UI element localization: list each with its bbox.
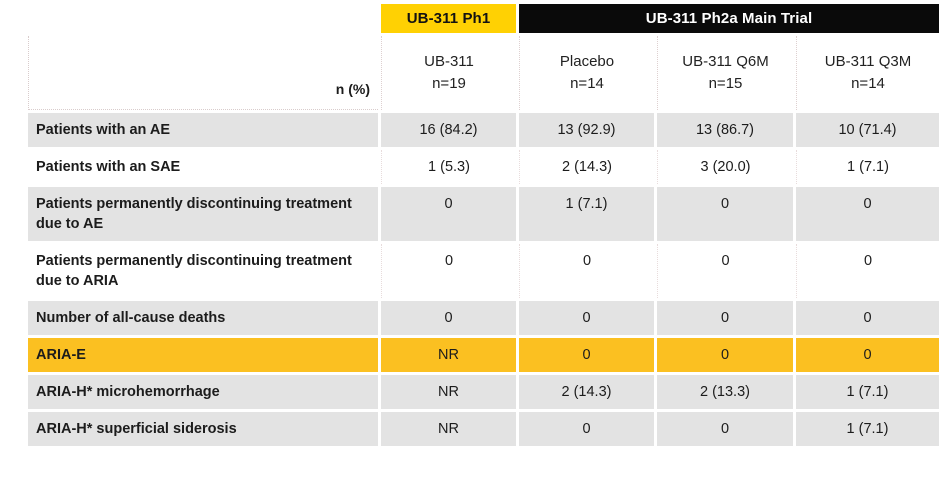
- column-header-name: UB-311 Q6M: [682, 53, 769, 70]
- value-cell: 0: [519, 338, 654, 372]
- group-header-row: UB-311 Ph1 UB-311 Ph2a Main Trial: [28, 4, 940, 33]
- value-cell: 0: [381, 187, 516, 241]
- value-cell: 1 (7.1): [796, 150, 939, 184]
- value-cell: 0: [657, 301, 793, 335]
- safety-summary-table: UB-311 Ph1 UB-311 Ph2a Main Trial n (%) …: [28, 4, 940, 449]
- value-cell: 0: [657, 338, 793, 372]
- value-cell: 2 (13.3): [657, 375, 793, 409]
- value-cell: 1 (7.1): [519, 187, 654, 241]
- corner-label-n-percent: n (%): [28, 36, 378, 110]
- value-cell: 3 (20.0): [657, 150, 793, 184]
- group-header-ub311-ph2a-main-trial: UB-311 Ph2a Main Trial: [519, 4, 939, 33]
- column-header-row: n (%) UB-311 n=19 Placebo n=14 UB-311 Q6M n=1…: [28, 36, 940, 110]
- value-cell: 1 (5.3): [381, 150, 516, 184]
- column-header-name: UB-311 Q3M: [824, 53, 912, 70]
- value-cell: 0: [657, 244, 793, 298]
- value-cell: 13 (86.7): [657, 113, 793, 147]
- table-row: Patients permanently discontinuing treat…: [28, 187, 940, 241]
- row-label: Number of all-cause deaths: [28, 301, 378, 335]
- value-cell: 2 (14.3): [519, 375, 654, 409]
- row-label: ARIA-H* superficial siderosis: [28, 412, 378, 446]
- table-row: Number of all-cause deaths 0 0 0 0: [28, 301, 940, 335]
- value-cell: 10 (71.4): [796, 113, 939, 147]
- value-cell: 13 (92.9): [519, 113, 654, 147]
- table-row: ARIA-E NR 0 0 0: [28, 338, 940, 372]
- column-header-0: UB-311 n=19: [381, 36, 516, 110]
- value-cell: NR: [381, 338, 516, 372]
- column-header-n: n=14: [570, 75, 604, 92]
- column-header-1: Placebo n=14: [519, 36, 654, 110]
- value-cell: 0: [657, 412, 793, 446]
- column-header-name: UB-311: [424, 53, 474, 70]
- column-header-n: n=14: [851, 75, 885, 92]
- value-cell: 0: [796, 244, 939, 298]
- table-row: Patients permanently discontinuing treat…: [28, 244, 940, 298]
- value-cell: 0: [381, 244, 516, 298]
- row-label: Patients with an AE: [28, 113, 378, 147]
- row-label: Patients permanently discontinuing treat…: [28, 187, 378, 241]
- value-cell: 16 (84.2): [381, 113, 516, 147]
- value-cell: 0: [519, 412, 654, 446]
- value-cell: NR: [381, 375, 516, 409]
- row-label: Patients with an SAE: [28, 150, 378, 184]
- table-body: Patients with an AE 16 (84.2) 13 (92.9) 13 …: [28, 113, 940, 446]
- table-row: Patients with an AE 16 (84.2) 13 (92.9) 13 …: [28, 113, 940, 147]
- column-header-name: Placebo: [559, 53, 615, 70]
- value-cell: 0: [657, 187, 793, 241]
- row-label: ARIA-E: [28, 338, 378, 372]
- group-header-ub311-ph1: UB-311 Ph1: [381, 4, 516, 33]
- value-cell: 0: [796, 338, 939, 372]
- value-cell: 1 (7.1): [796, 375, 939, 409]
- column-header-3: UB-311 Q3M n=14: [796, 36, 939, 110]
- column-header-2: UB-311 Q6M n=15: [657, 36, 793, 110]
- value-cell: 0: [796, 187, 939, 241]
- value-cell: 0: [519, 301, 654, 335]
- table-row: ARIA-H* microhemorrhage NR 2 (14.3) 2 (13.3…: [28, 375, 940, 409]
- value-cell: NR: [381, 412, 516, 446]
- row-label: ARIA-H* microhemorrhage: [28, 375, 378, 409]
- value-cell: 0: [381, 301, 516, 335]
- table-row: ARIA-H* superficial siderosis NR 0 0 1 (7.1): [28, 412, 940, 446]
- value-cell: 0: [519, 244, 654, 298]
- table-row: Patients with an SAE 1 (5.3) 2 (14.3) 3 (20…: [28, 150, 940, 184]
- value-cell: 0: [796, 301, 939, 335]
- value-cell: 2 (14.3): [519, 150, 654, 184]
- column-header-n: n=19: [432, 75, 466, 92]
- row-label: Patients permanently discontinuing treat…: [28, 244, 378, 298]
- group-header-spacer: [28, 4, 378, 33]
- column-header-n: n=15: [708, 75, 743, 92]
- value-cell: 1 (7.1): [796, 412, 939, 446]
